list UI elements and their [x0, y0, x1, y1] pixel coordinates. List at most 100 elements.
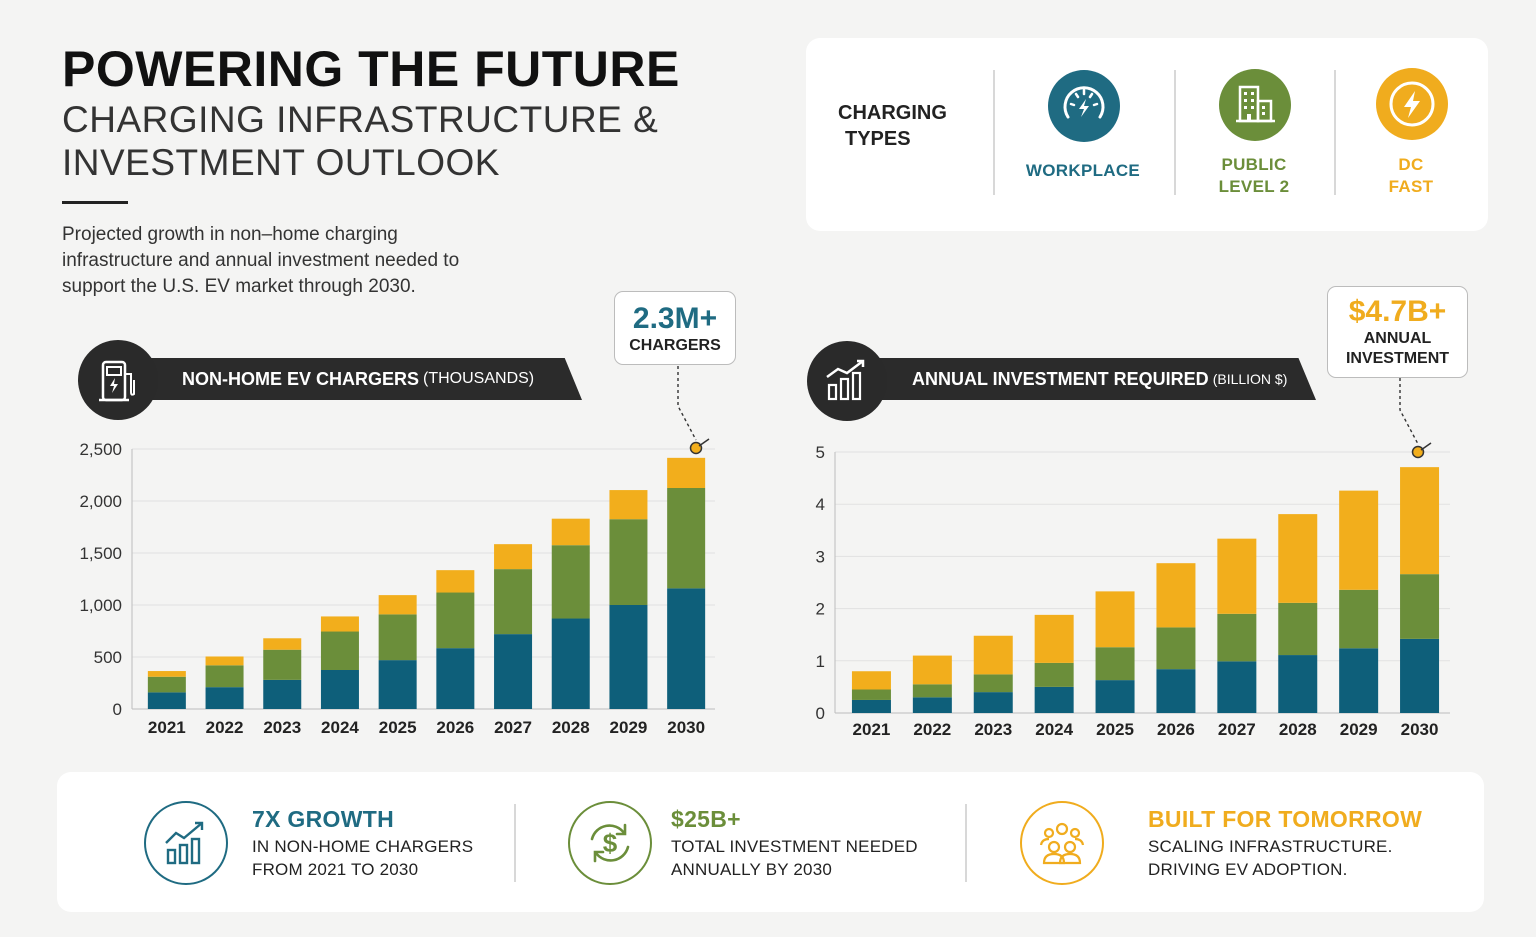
bar-segment-public-level-2-2021	[147, 676, 186, 693]
callout-marker	[689, 441, 703, 455]
investment-chart: 0 1 2 3 4 5 2021 2022 2023 2024 2025 2026 2027 2028 20…	[816, 378, 1450, 739]
y-tick-label: 1,000	[79, 596, 122, 615]
divider	[1334, 70, 1336, 195]
callout-connector	[677, 366, 697, 441]
bar-segment-workplace-2030	[1400, 638, 1440, 713]
tomorrow-stat-text: SCALING INFRASTRUCTURE. DRIVING EV ADOPT…	[1148, 835, 1393, 881]
x-tick-label: 2023	[263, 718, 301, 737]
investment-stat-line2: ANNUALLY BY 2030	[671, 860, 833, 879]
building-icon	[1236, 85, 1275, 123]
bar-segment-dc-fast-2025	[378, 595, 417, 615]
bar-segment-public-level-2-2026	[436, 592, 475, 649]
bar-segment-public-level-2-2029	[1339, 589, 1379, 649]
bar-segment-public-level-2-2022	[912, 684, 952, 698]
bar-segment-public-level-2-2028	[551, 545, 590, 619]
bar-segment-workplace-2024	[320, 670, 359, 709]
public-level2-line1: PUBLIC	[1221, 155, 1287, 174]
public-level2-type-icon	[1219, 69, 1291, 141]
bar-segment-dc-fast-2027	[1217, 538, 1257, 614]
bar-segment-dc-fast-2022	[205, 656, 244, 666]
growth-stat-line1: IN NON-HOME CHARGERS	[252, 837, 474, 856]
divider	[993, 70, 995, 195]
bar-segment-workplace-2025	[378, 660, 417, 709]
y-tick-label: 1	[816, 652, 825, 671]
investment-callout-label-1: ANNUAL	[1363, 330, 1432, 347]
dc-fast-type-label: DC FAST	[1346, 154, 1476, 198]
dollar-cycle-icon: $	[590, 823, 630, 863]
bar-segment-workplace-2028	[1278, 655, 1318, 713]
investment-banner-title: ANNUAL INVESTMENT REQUIRED	[912, 368, 1209, 389]
y-tick-label: 1,500	[79, 544, 122, 563]
bar-trend-icon	[826, 359, 865, 401]
svg-text:$: $	[603, 828, 618, 858]
stats-card	[57, 772, 1484, 912]
x-tick-label: 2027	[1218, 720, 1256, 739]
charging-types-label: CHARGING TYPES	[838, 100, 947, 152]
divider	[1174, 70, 1176, 195]
intro-text: Projected growth in non–home charging in…	[62, 224, 460, 297]
bar-segment-public-level-2-2025	[1095, 647, 1135, 681]
investment-banner: ANNUAL INVESTMENT REQUIRED (BILLION $)	[878, 358, 1316, 400]
bar-segment-dc-fast-2026	[436, 570, 475, 593]
chargers-callout: 2.3M+ CHARGERS	[614, 291, 736, 365]
investment-banner-unit: (BILLION $)	[1212, 371, 1288, 387]
tomorrow-stat-badge	[1020, 801, 1104, 885]
y-tick-label: 2	[816, 600, 825, 619]
bar-segment-dc-fast-2025	[1095, 591, 1135, 648]
investment-callout: $4.7B+ ANNUAL INVESTMENT	[1327, 286, 1468, 378]
bar-segment-workplace-2026	[1156, 669, 1196, 713]
bar-segment-workplace-2027	[494, 634, 533, 709]
bar-segment-dc-fast-2023	[973, 635, 1013, 675]
bar-segment-workplace-2024	[1034, 686, 1074, 713]
bar-segment-dc-fast-2027	[494, 544, 533, 570]
chargers-banner-title: NON-HOME EV CHARGERS	[182, 368, 420, 389]
charging-types-label-line2: TYPES	[845, 128, 911, 150]
chargers-banner-unit: (THOUSANDS)	[423, 370, 535, 387]
callout-marker-tick	[698, 438, 710, 447]
investment-stat-text: TOTAL INVESTMENT NEEDED ANNUALLY BY 2030	[671, 835, 918, 881]
charging-types-label-line1: CHARGING	[838, 102, 947, 124]
x-tick-label: 2025	[379, 718, 417, 737]
chargers-callout-label: CHARGERS	[629, 337, 721, 354]
x-tick-label: 2022	[913, 720, 951, 739]
x-tick-label: 2023	[974, 720, 1012, 739]
bar-segment-public-level-2-2027	[494, 569, 533, 635]
x-tick-label: 2024	[321, 718, 359, 737]
chargers-chart: 0 500 1,000 1,500 2,000 2,500 2021 2022 2023 2024…	[79, 366, 715, 737]
bar-segment-dc-fast-2030	[1400, 467, 1440, 575]
bar-segment-public-level-2-2028	[1278, 602, 1318, 656]
x-tick-label: 2030	[1401, 720, 1439, 739]
bar-segment-dc-fast-2028	[1278, 514, 1318, 603]
bar-segment-workplace-2026	[436, 648, 475, 709]
public-level2-type-label: PUBLIC LEVEL 2	[1184, 154, 1324, 198]
bar-segment-dc-fast-2028	[551, 518, 590, 546]
investment-stat-badge: $	[568, 801, 652, 885]
bar-segment-dc-fast-2026	[1156, 563, 1196, 628]
bar-segment-dc-fast-2029	[1339, 490, 1379, 590]
y-tick-label: 2,500	[79, 440, 122, 459]
bar-segment-workplace-2023	[973, 692, 1013, 713]
bar-segment-public-level-2-2023	[263, 649, 302, 680]
x-tick-label: 2028	[1279, 720, 1317, 739]
bar-segment-public-level-2-2025	[378, 614, 417, 661]
bar-segment-workplace-2029	[609, 605, 648, 709]
callout-marker-tick	[1420, 442, 1432, 451]
bar-segment-public-level-2-2024	[1034, 662, 1074, 687]
divider	[965, 804, 967, 882]
x-tick-label: 2021	[148, 718, 186, 737]
tomorrow-stat-heading: BUILT FOR TOMORROW	[1148, 806, 1423, 832]
workplace-type-label: WORKPLACE	[1025, 161, 1141, 180]
bar-segment-public-level-2-2027	[1217, 613, 1257, 662]
x-tick-label: 2029	[610, 718, 648, 737]
title-divider	[62, 201, 128, 204]
chargers-callout-value: 2.3M+	[632, 302, 718, 335]
bar-segment-workplace-2023	[263, 679, 302, 709]
bar-segment-public-level-2-2021	[851, 689, 891, 700]
bar-segment-dc-fast-2024	[320, 616, 359, 632]
chargers-banner: NON-HOME EV CHARGERS (THOUSANDS)	[150, 358, 582, 400]
bar-segment-workplace-2029	[1339, 648, 1379, 713]
x-tick-label: 2026	[436, 718, 474, 737]
dc-fast-type-icon	[1376, 68, 1448, 140]
y-tick-label: 0	[113, 700, 122, 719]
bar-segment-workplace-2028	[551, 618, 590, 709]
